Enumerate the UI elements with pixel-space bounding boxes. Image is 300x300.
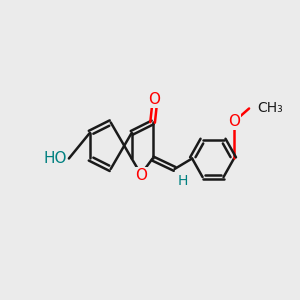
Text: HO: HO [43,151,67,166]
Text: H: H [178,174,188,188]
Text: O: O [135,168,147,183]
Text: CH₃: CH₃ [257,101,283,116]
Text: O: O [228,114,240,129]
Text: O: O [148,92,160,107]
